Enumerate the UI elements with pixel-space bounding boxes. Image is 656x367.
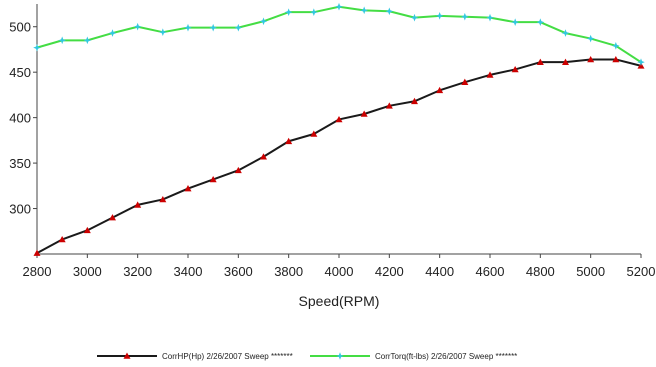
data-point [159,195,167,203]
data-point [511,18,519,26]
data-point [58,36,66,45]
data-point [58,235,66,243]
data-point [234,23,243,32]
data-point [83,36,92,45]
legend: CorrHP(Hp) 2/26/2007 Sweep ******* CorrTo… [97,352,517,361]
x-tick-label: 4000 [325,264,354,279]
data-point [410,13,419,22]
data-point [461,12,469,21]
x-tick-label: 3200 [123,264,152,279]
data-point [511,65,519,73]
x-tick-label: 3600 [224,264,253,279]
series-layer [33,2,645,256]
data-point [83,226,91,234]
y-tick-label: 350 [9,156,31,171]
data-point [33,43,41,52]
data-point [587,55,595,63]
data-point [285,137,293,145]
x-tick-label: 2800 [23,264,52,279]
series-1 [33,55,645,256]
data-point [486,71,494,78]
y-tick-label: 450 [9,65,31,80]
x-tick-label: 3000 [73,264,102,279]
data-point [109,214,116,221]
x-tick-labels: 2800 3000 3200 3400 3600 3800 4000 4200 4400 4600… [23,254,656,279]
data-point [209,175,217,183]
data-point [184,185,192,192]
data-point [335,115,343,123]
x-tick-label: 5200 [627,264,656,279]
x-tick-label: 5000 [576,264,605,279]
legend-label: CorrTorq(ft-lbs) 2/26/2007 Sweep ******* [375,352,517,361]
data-point [385,102,393,109]
legend-entry-2: CorrTorq(ft-lbs) 2/26/2007 Sweep ******* [310,352,517,361]
data-point [134,201,142,208]
data-point [461,78,469,85]
legend-label: CorrHP(Hp) 2/26/2007 Sweep ******* [162,352,293,361]
series-2 [33,2,645,66]
data-point [360,110,368,117]
data-point [284,8,293,16]
x-tick-label: 4400 [425,264,454,279]
data-point [335,2,343,11]
x-axis-label: Speed(RPM) [299,293,380,309]
y-tick-label: 400 [9,111,31,126]
data-point [586,34,595,43]
data-point [436,86,444,94]
data-point [385,7,394,16]
axes [36,4,641,255]
x-tick-label: 4200 [375,264,404,279]
data-point [411,97,418,105]
data-point [260,153,267,160]
data-point [184,23,192,32]
data-point [536,58,544,65]
data-point [259,17,268,26]
data-point [310,8,318,16]
legend-marker [123,352,131,359]
x-tick-label: 4600 [476,264,505,279]
series-1-line [36,58,642,254]
data-point [310,130,318,137]
data-point [486,13,494,22]
series-2-line [36,5,642,64]
data-point [33,249,41,256]
data-point [133,22,142,31]
data-point [159,28,167,36]
y-tick-labels: 300 350 400 450 500 [9,20,37,217]
data-point [612,42,620,50]
data-point [536,18,545,26]
data-point [561,29,570,37]
y-tick-label: 500 [9,20,31,35]
data-point [612,55,620,63]
y-tick-label: 300 [9,202,31,217]
legend-marker [336,352,344,360]
x-tick-label: 3400 [174,264,203,279]
data-point [435,12,444,20]
data-point [637,58,645,66]
x-tick-label: 3800 [274,264,303,279]
data-point [360,6,368,15]
data-point [108,29,117,37]
x-tick-label: 4800 [526,264,555,279]
data-point [562,58,569,65]
legend-entry-1: CorrHP(Hp) 2/26/2007 Sweep ******* [97,352,293,361]
data-point [209,23,217,32]
data-point [234,166,242,174]
